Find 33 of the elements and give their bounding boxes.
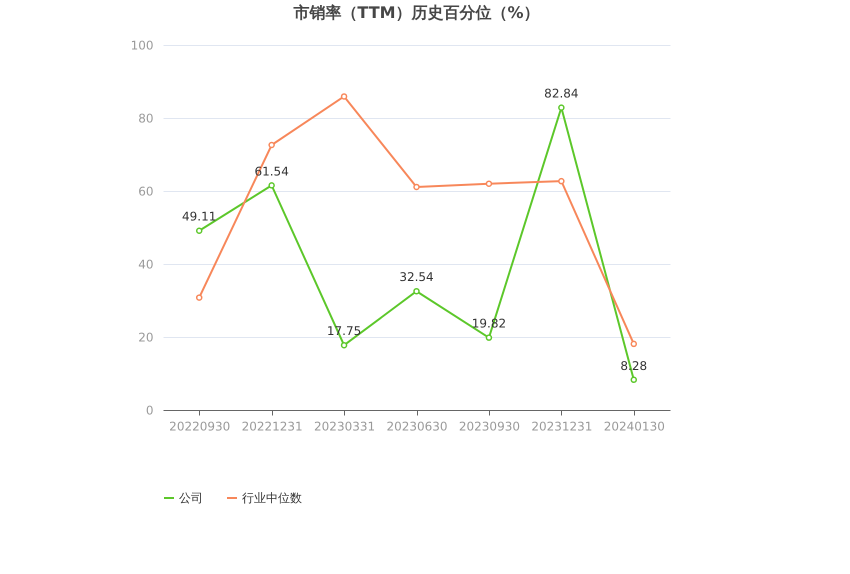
point	[486, 180, 492, 187]
point	[340, 342, 348, 348]
x-tick-label: 20240130	[604, 420, 665, 434]
point	[413, 184, 420, 190]
point	[196, 228, 202, 234]
point	[630, 340, 638, 348]
x-tick-label: 20230930	[458, 420, 520, 434]
point	[268, 182, 275, 189]
x-tick-label: 20230630	[386, 420, 448, 434]
x-tick-label: 20231231	[531, 420, 592, 434]
point	[413, 288, 420, 294]
x-tick-label: 20230331	[314, 420, 376, 434]
y-tick-label: 40	[138, 258, 154, 272]
x-tick-label: 20220930	[169, 420, 230, 434]
x-tick-label: 20221231	[242, 420, 303, 434]
y-tick-label: 20	[138, 330, 154, 344]
point	[340, 93, 348, 100]
y-tick-label: 0	[146, 404, 154, 418]
y-tick-label: 80	[138, 112, 154, 126]
y-tick-label: 60	[138, 184, 154, 198]
point	[268, 142, 275, 148]
data-label: 82.84	[544, 86, 579, 101]
data-label: 32.54	[399, 270, 434, 284]
data-label: 49.11	[182, 210, 216, 224]
point	[486, 334, 492, 341]
chart-title: 市销率（TTM）历史百分位（%）	[292, 3, 540, 22]
legend-label: 公司	[179, 491, 203, 505]
point	[558, 104, 565, 111]
point	[558, 178, 565, 184]
point	[196, 294, 202, 301]
y-tick-label: 100	[130, 38, 154, 52]
legend-label: 行业中位数	[242, 491, 302, 505]
point	[630, 376, 638, 384]
